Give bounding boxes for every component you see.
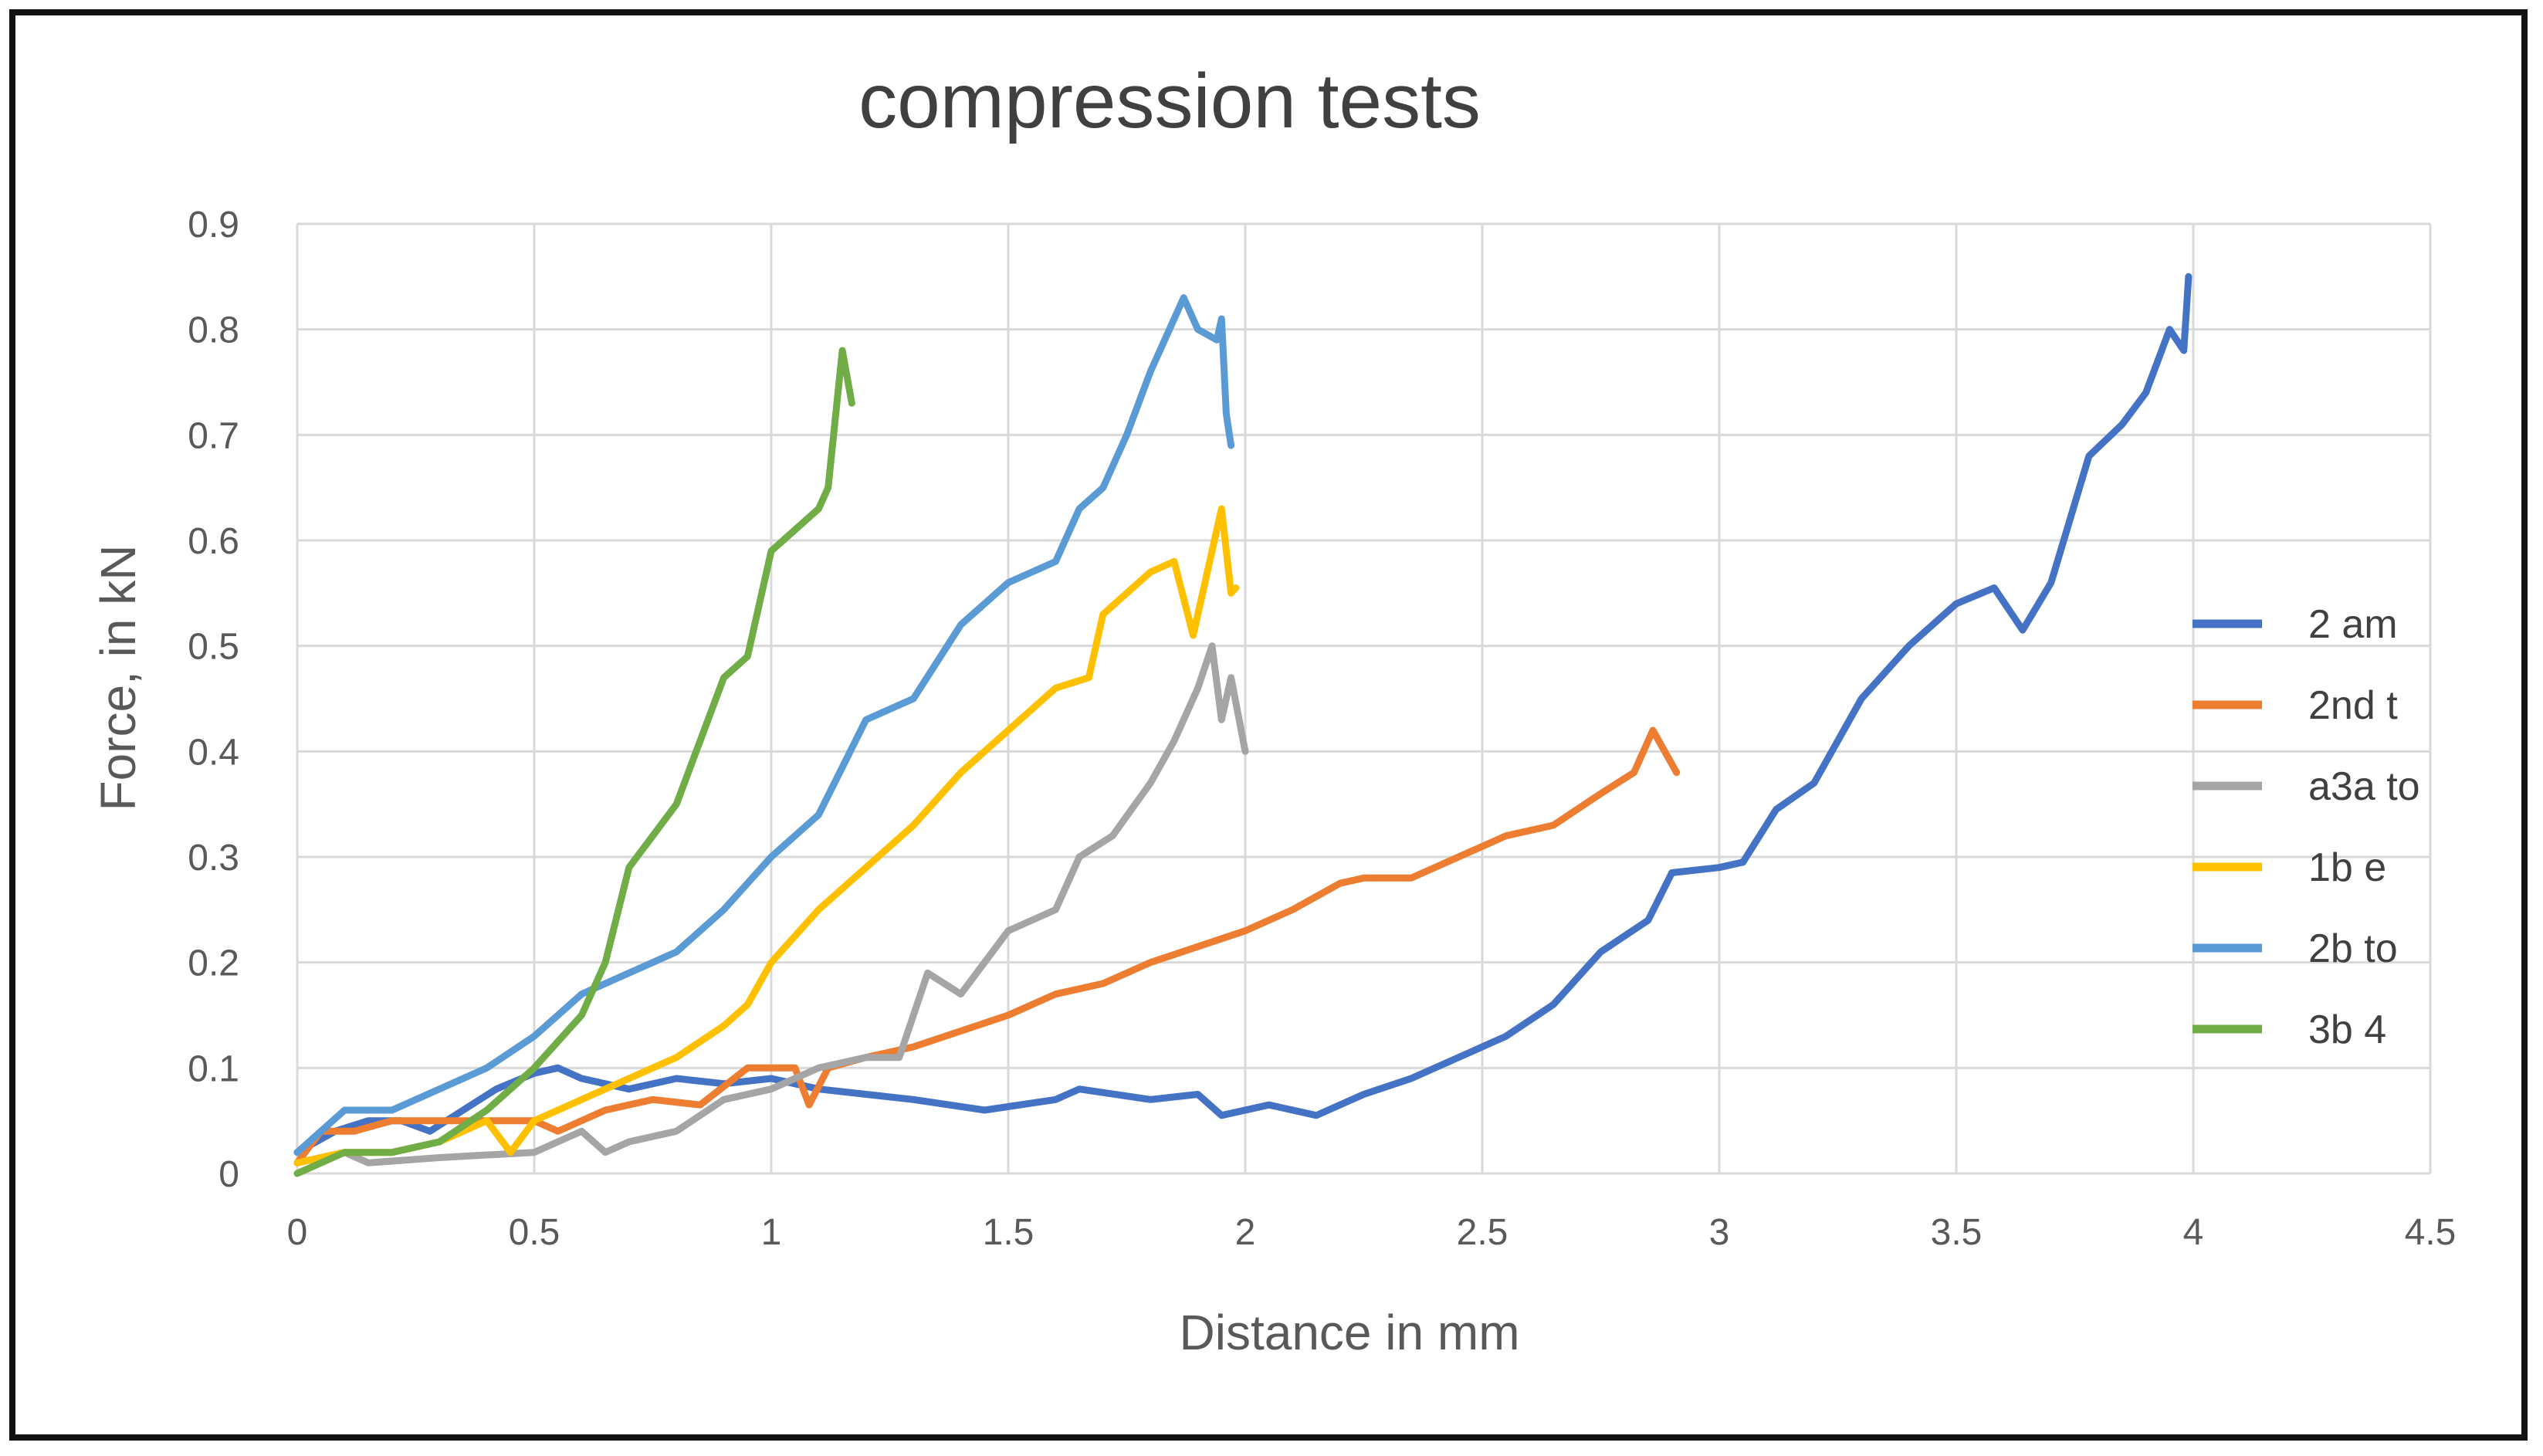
grid-lines bbox=[296, 222, 2432, 1175]
legend: 2 am 2nd t a3a to 1b e 2b to 3b 4 bbox=[2193, 602, 2420, 1052]
y-tick-label: 0.5 bbox=[188, 627, 239, 668]
x-tick-label: 4.5 bbox=[2405, 1212, 2457, 1253]
y-tick-label: 0.7 bbox=[188, 415, 239, 456]
legend-label: 2 am bbox=[2308, 602, 2398, 647]
chart-title: compression tests bbox=[858, 58, 1481, 144]
y-tick-label: 0.6 bbox=[188, 521, 239, 562]
y-axis-title: Force, in kN bbox=[90, 545, 146, 811]
series-line-2-am bbox=[293, 273, 2193, 1156]
x-axis-title: Distance in mm bbox=[1180, 1305, 1520, 1360]
x-tick-label: 4 bbox=[2183, 1212, 2204, 1253]
legend-label: 2nd t bbox=[2308, 683, 2398, 728]
y-tick-label: 0.3 bbox=[188, 838, 239, 879]
legend-label: 1b e bbox=[2308, 845, 2386, 890]
series-line-a3a-to bbox=[293, 642, 1249, 1166]
x-tick-label: 3 bbox=[1709, 1212, 1730, 1253]
axis-ticks: 0 0.5 1 1.5 2 2.5 3 3.5 4 4.5 0 0.1 0.2 0.3 0.4 0.5 0.6 0… bbox=[188, 205, 2456, 1253]
y-tick-label: 0.9 bbox=[188, 205, 239, 245]
y-tick-label: 0.1 bbox=[188, 1048, 239, 1089]
series-line-3b-4 bbox=[293, 347, 855, 1177]
legend-label: a3a to bbox=[2308, 764, 2420, 809]
y-tick-label: 0 bbox=[218, 1154, 239, 1195]
chart-frame bbox=[9, 9, 2528, 1441]
x-tick-label: 1 bbox=[761, 1212, 782, 1253]
series-line-2b-to bbox=[293, 294, 1235, 1156]
y-tick-label: 0.2 bbox=[188, 943, 239, 984]
series-line-2nd-t bbox=[293, 726, 1681, 1166]
y-tick-label: 0.4 bbox=[188, 732, 239, 773]
series-lines bbox=[293, 273, 2193, 1177]
x-tick-label: 1.5 bbox=[983, 1212, 1034, 1253]
legend-label: 2b to bbox=[2308, 926, 2398, 971]
series-line-1b-e bbox=[293, 505, 1240, 1166]
y-tick-label: 0.8 bbox=[188, 310, 239, 351]
x-tick-label: 2 bbox=[1235, 1212, 1256, 1253]
legend-label: 3b 4 bbox=[2308, 1007, 2386, 1052]
x-tick-label: 2.5 bbox=[1457, 1212, 1509, 1253]
x-tick-label: 3.5 bbox=[1931, 1212, 1983, 1253]
x-tick-label: 0.5 bbox=[509, 1212, 560, 1253]
x-tick-label: 0 bbox=[287, 1212, 308, 1253]
